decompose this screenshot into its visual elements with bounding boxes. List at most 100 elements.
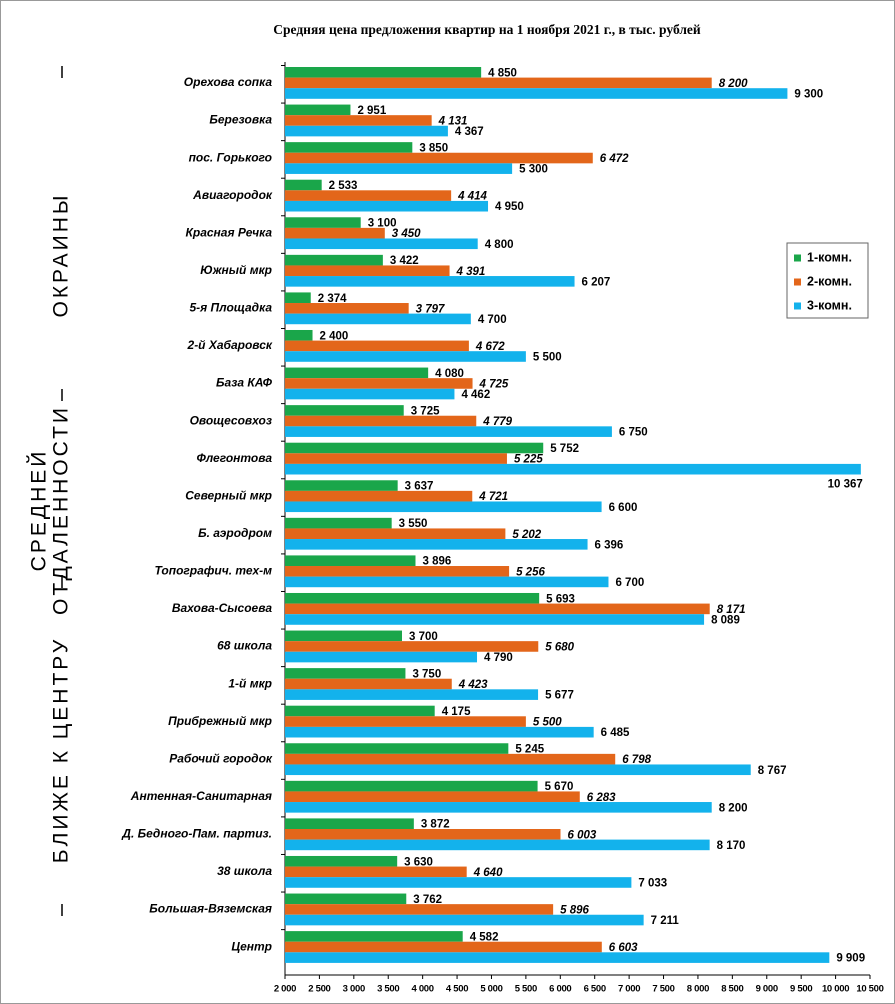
bar — [285, 576, 609, 588]
value-label: 4 462 — [461, 389, 490, 401]
bar — [285, 238, 478, 250]
bar — [285, 453, 507, 464]
x-tick-label: 9 000 — [756, 984, 778, 995]
category-label: 2-й Хабаровск — [187, 338, 273, 352]
legend-label: 1-комн. — [807, 250, 852, 264]
bar — [285, 217, 361, 228]
bar — [285, 276, 575, 287]
bar — [285, 614, 705, 625]
value-label: 5 225 — [514, 454, 543, 466]
value-label: 4 131 — [438, 116, 468, 128]
bar — [285, 641, 539, 652]
value-label: 6 485 — [601, 727, 630, 739]
bar — [285, 753, 616, 765]
value-label: 5 300 — [519, 164, 548, 176]
value-label: 5 202 — [512, 529, 541, 541]
bar — [285, 678, 452, 690]
x-tick-label: 10 000 — [822, 984, 849, 995]
x-tick-label: 10 500 — [856, 984, 883, 995]
bar — [285, 791, 580, 803]
bar — [285, 829, 561, 840]
value-label: 3 700 — [409, 631, 438, 643]
bar — [285, 463, 861, 475]
category-label: Южный мкр — [200, 263, 272, 277]
bar — [285, 426, 612, 437]
bar — [285, 893, 407, 905]
bar — [285, 764, 751, 776]
legend-label: 2-комн. — [807, 274, 852, 288]
bar — [285, 802, 712, 813]
x-tick-label: 7 500 — [652, 984, 674, 995]
value-label: 4 423 — [458, 679, 488, 691]
value-label: 6 003 — [568, 829, 597, 841]
value-label: 4 700 — [478, 314, 507, 326]
value-label: 4 950 — [495, 201, 524, 213]
legend-label: 3-комн. — [807, 298, 852, 312]
bar — [285, 67, 482, 78]
value-label: 4 850 — [488, 67, 517, 79]
value-label: 6 603 — [609, 942, 638, 954]
value-label: 4 779 — [482, 416, 512, 428]
value-label: 3 725 — [411, 405, 440, 417]
group-label: БЛИЖЕ К ЦЕНТРУ — [50, 637, 73, 863]
bar — [285, 442, 544, 454]
value-label: 3 750 — [412, 668, 441, 680]
bar — [285, 200, 489, 212]
x-tick-label: 9 500 — [790, 984, 812, 995]
bar — [285, 329, 313, 341]
x-tick-label: 3 000 — [343, 984, 365, 995]
value-label: 5 500 — [533, 717, 562, 729]
bar — [285, 517, 392, 529]
category-label: 1-й мкр — [228, 676, 272, 690]
bar — [285, 743, 509, 754]
category-label: Топографич. тех-м — [155, 564, 273, 578]
value-label: 2 400 — [320, 330, 349, 342]
bar — [285, 566, 510, 577]
category-label: База КАФ — [216, 376, 273, 390]
category-label: Центр — [231, 939, 272, 953]
value-label: 10 367 — [828, 479, 863, 491]
legend-swatch — [794, 254, 801, 262]
value-label: 5 670 — [545, 781, 574, 793]
category-label: Березовка — [209, 113, 272, 127]
legend-swatch — [794, 302, 801, 310]
category-label: Б. аэродром — [198, 526, 272, 540]
value-label: 6 472 — [600, 153, 629, 165]
value-label: 7 033 — [638, 878, 667, 890]
value-label: 4 790 — [484, 652, 513, 664]
bar — [285, 142, 413, 153]
bar — [285, 351, 526, 362]
category-label: Антенная-Санитарная — [130, 789, 272, 803]
chart-title: Средняя цена предложения квартир на 1 но… — [273, 22, 701, 37]
bar — [285, 501, 602, 513]
value-label: 2 374 — [318, 293, 347, 305]
value-label: 4 672 — [475, 341, 505, 353]
value-label: 4 080 — [435, 368, 464, 380]
value-label: 9 909 — [836, 953, 865, 965]
bar — [285, 651, 478, 663]
x-tick-label: 7 000 — [618, 984, 640, 995]
legend-swatch — [794, 278, 801, 286]
bar — [285, 904, 554, 915]
category-label: Вахова-Сысоева — [172, 601, 272, 615]
value-label: 2 951 — [357, 105, 386, 117]
x-tick-label: 4 500 — [446, 984, 468, 995]
category-label: Д. Бедного-Пам. партиз. — [121, 827, 272, 841]
x-tick-label: 8 000 — [687, 984, 709, 995]
bar — [285, 780, 538, 792]
bar — [285, 855, 398, 867]
value-label: 9 300 — [794, 89, 823, 101]
value-label: 3 422 — [390, 255, 419, 267]
bar — [285, 104, 351, 116]
bar — [285, 190, 452, 201]
bar — [285, 265, 450, 277]
bar — [285, 292, 311, 304]
x-tick-label: 2 000 — [274, 984, 296, 995]
value-label: 4 367 — [455, 126, 484, 138]
value-label: 3 550 — [399, 518, 428, 530]
bar — [285, 367, 429, 379]
value-label: 8 767 — [758, 765, 787, 777]
value-label: 6 600 — [609, 502, 638, 514]
value-label: 6 750 — [619, 427, 648, 439]
value-label: 4 391 — [456, 266, 486, 278]
